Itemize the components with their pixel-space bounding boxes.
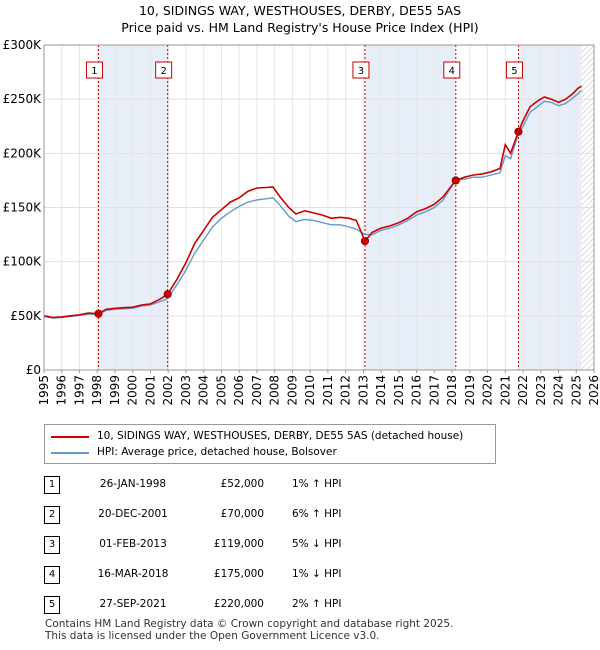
price-paid-line [43,85,583,319]
sale-label-box [155,61,173,79]
sale-label-box [443,61,461,79]
x-tick-label: 1997 [72,375,86,406]
x-tick-label: 2000 [126,375,140,406]
sale-label-box [85,61,103,79]
y-tick-label: £0 [26,363,41,377]
x-tick-label: 2023 [534,375,548,406]
sale-price: £175,000 [213,568,264,580]
chart-title: 10, SIDINGS WAY, WESTHOUSES, DERBY, DE55… [138,3,462,18]
sale-point [451,176,460,185]
sale-price: £70,000 [220,508,264,520]
table-row: 5 27-SEP-2021 £220,000 2% ↑ HPI [0,596,600,614]
sale-number-badge: 1 [44,476,60,494]
y-tick-label: £250K [3,92,43,106]
price-chart: 1 2 3 4 5 £0 £50K £100K £150K £200K £250K £300K 1995… [3,38,600,406]
sale-number-badge: 2 [44,506,60,524]
x-tick-label: 2008 [268,375,282,406]
sale-label-number: 5 [511,66,517,77]
x-tick-label: 2005 [214,375,228,406]
sale-point [514,127,523,136]
legend-swatch-hpi [51,452,89,454]
x-tick-label: 2024 [552,375,566,406]
table-row: 4 16-MAR-2018 £175,000 1% ↓ HPI [0,566,600,584]
sale-number-badge: 3 [44,536,60,554]
footer-licence: This data is licensed under the Open Gov… [45,630,380,642]
sale-label-box [505,61,523,79]
x-tick-label: 1998 [90,375,104,406]
chart-legend: 10, SIDINGS WAY, WESTHOUSES, DERBY, DE55… [44,424,496,464]
x-tick-label: 2002 [161,375,175,406]
x-tick-label: 2020 [481,375,495,406]
x-tick-label: 1995 [37,375,51,406]
y-tick-label: £100K [3,255,43,269]
legend-label-price: 10, SIDINGS WAY, WESTHOUSES, DERBY, DE55… [97,430,464,442]
x-tick-label: 2003 [179,375,193,406]
y-tick-label: £300K [3,38,43,52]
x-tick-label: 2011 [321,375,335,406]
sale-point [360,236,370,246]
sale-price: £220,000 [213,598,264,610]
x-tick-label: 2006 [232,375,246,406]
x-tick-label: 2001 [143,375,157,406]
table-row: 3 01-FEB-2013 £119,000 5% ↓ HPI [0,536,600,554]
sale-date: 27-SEP-2021 [99,598,167,610]
y-tick-label: £200K [3,146,43,160]
x-tick-label: 2025 [569,375,583,406]
hpi-line [43,89,583,319]
y-tick-label: £50K [10,309,42,323]
y-tick-label: £150K [3,201,43,215]
sale-hpi-diff: 6% ↑ HPI [292,508,342,520]
table-row: 1 26-JAN-1998 £52,000 1% ↑ HPI [0,476,600,494]
x-tick-label: 2007 [250,375,264,406]
x-tick-label: 2009 [285,375,299,406]
sale-hpi-diff: 5% ↓ HPI [292,538,342,550]
x-tick-label: 1996 [55,375,69,406]
sale-date: 20-DEC-2001 [98,508,168,520]
x-tick-label: 2015 [392,375,406,406]
x-tick-label: 2010 [303,375,317,406]
legend-label-hpi: HPI: Average price, detached house, Bols… [97,446,337,458]
x-tick-label: 2013 [356,375,370,406]
x-tick-label: 1999 [108,375,122,406]
x-tick-label: 2022 [516,375,530,406]
sale-price: £119,000 [213,538,264,550]
plot-frame [43,44,595,371]
sale-hpi-diff: 1% ↓ HPI [292,568,342,580]
sale-date: 26-JAN-1998 [99,478,167,490]
x-tick-label: 2012 [339,375,353,406]
sale-price: £52,000 [220,478,264,490]
sale-date: 16-MAR-2018 [97,568,169,580]
sale-hpi-diff: 1% ↑ HPI [292,478,342,490]
sale-point [163,290,172,299]
sale-hpi-diff: 2% ↑ HPI [292,598,342,610]
x-tick-label: 2026 [587,375,600,406]
sale-label-number: 1 [91,66,97,77]
x-tick-label: 2016 [410,375,424,406]
x-tick-label: 2017 [427,375,441,406]
sale-date: 01-FEB-2013 [99,538,167,550]
chart-subtitle: Price paid vs. HM Land Registry's House … [121,20,479,35]
sale-label-box [352,61,370,79]
sale-number-badge: 4 [44,566,60,584]
x-tick-label: 2014 [374,375,388,406]
sale-label-number: 2 [160,66,166,77]
x-tick-label: 2018 [445,375,459,406]
footer-note: Contains HM Land Registry data © Crown c… [45,618,453,642]
sale-point [94,309,103,318]
footer-copyright: Contains HM Land Registry data © Crown c… [45,618,454,630]
sale-label-number: 4 [449,66,455,77]
table-row: 2 20-DEC-2001 £70,000 6% ↑ HPI [0,506,600,524]
sale-label-number: 3 [358,66,364,77]
x-tick-label: 2004 [197,375,211,406]
legend-swatch-price [51,436,89,438]
x-tick-label: 2019 [463,375,477,406]
sale-number-badge: 5 [44,596,60,614]
x-tick-label: 2021 [498,375,512,406]
